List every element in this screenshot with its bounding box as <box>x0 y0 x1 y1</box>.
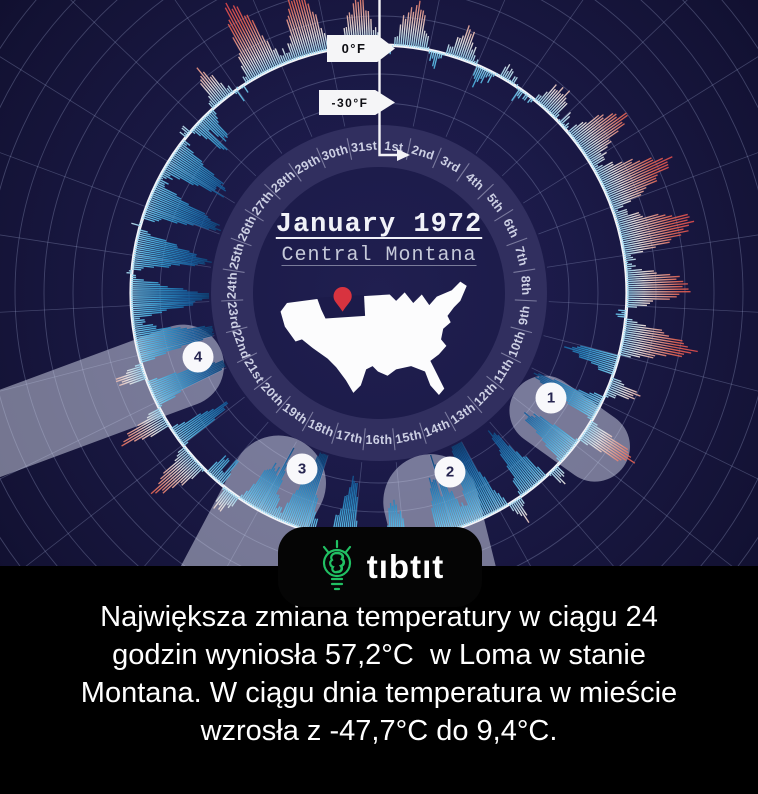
axis-tick-0F-label: 0°F <box>341 41 367 56</box>
annotation-marker: 4 <box>182 341 214 373</box>
annotation-markers: 1 2 3 4 <box>182 341 567 488</box>
radial-temperature-chart: 1st 2nd 3rd 4th 5th 6th 7th 8th 9th 10th 11th 12th 1… <box>0 0 758 566</box>
svg-text:4: 4 <box>194 349 203 366</box>
day-label: 15th <box>394 427 423 446</box>
day-label: 24th <box>225 272 240 300</box>
caption-line: godzin wyniosła 57,2°C w Loma w stanie <box>112 639 646 671</box>
lightbulb-brain-icon <box>322 539 351 591</box>
highlight-zone <box>0 324 225 478</box>
usa-outline <box>280 281 467 396</box>
day-label: 25th <box>227 241 247 271</box>
location-pin-icon <box>333 286 352 312</box>
chart-subtitle: Central Montana <box>281 244 477 267</box>
highlight-zone <box>180 435 326 566</box>
day-label: 17th <box>335 427 364 446</box>
svg-text:2: 2 <box>446 464 454 481</box>
chart-title: January 1972 <box>275 210 483 240</box>
brand-plate: tıbtıt <box>278 527 482 607</box>
annotation-marker: 3 <box>286 453 318 485</box>
annotation-marker: 1 <box>535 382 567 414</box>
day-label: 23rd <box>225 301 243 330</box>
clockwise-arrow-icon <box>397 149 410 161</box>
day-label: 31st <box>350 138 378 155</box>
day-label: 8th <box>518 275 533 295</box>
svg-text:3: 3 <box>298 461 306 478</box>
axis-tick-minus30F-label: -30°F <box>331 95 369 110</box>
day-label: 2nd <box>410 143 436 163</box>
svg-text:1: 1 <box>547 390 555 407</box>
usa-map <box>272 258 486 408</box>
caption-line: Montana. W ciągu dnia temperatura w mieś… <box>80 677 678 709</box>
caption-line: wzrosła z -47,7°C do 9,4°C. <box>200 715 558 747</box>
day-label: 7th <box>512 245 530 268</box>
day-label: 16th <box>366 433 393 447</box>
brand-wordmark: tıbtıt <box>366 548 445 585</box>
temperature-bars <box>115 0 698 566</box>
day-label: 9th <box>516 304 533 326</box>
annotation-marker: 2 <box>434 456 466 488</box>
